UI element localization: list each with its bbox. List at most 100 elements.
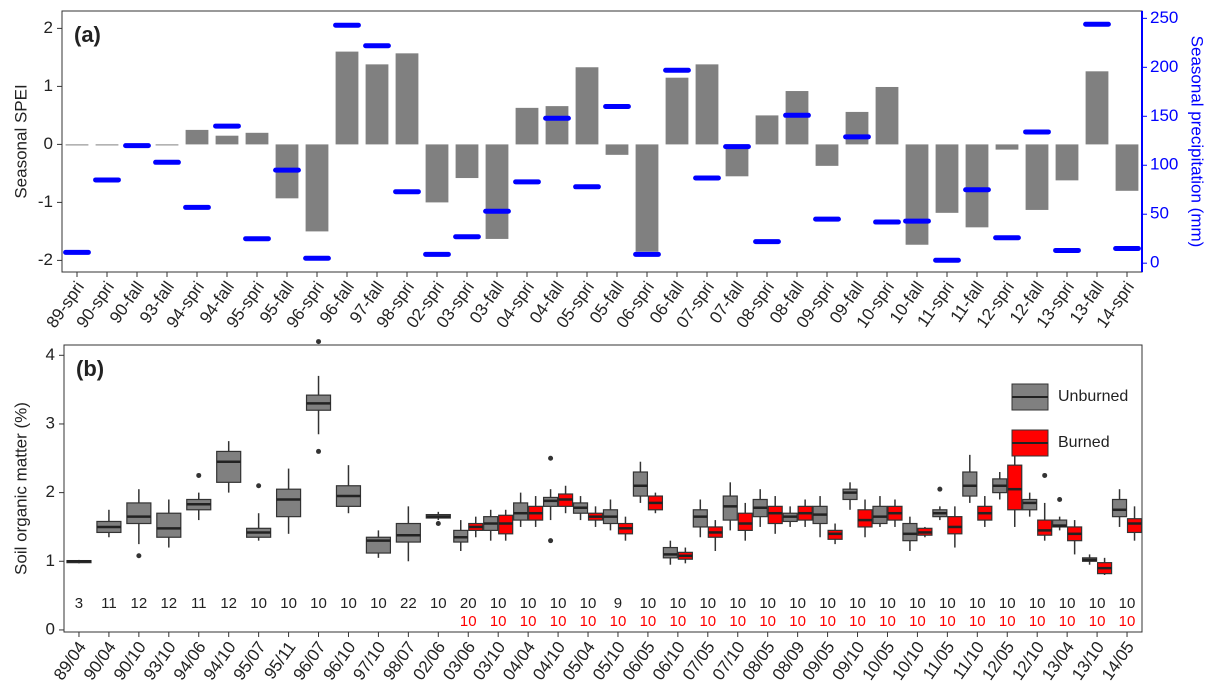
sample-count: 10 bbox=[909, 595, 926, 612]
y-tick-label: -2 bbox=[38, 250, 53, 269]
x-tick-label: 02/06 bbox=[409, 638, 449, 684]
x-tick-label: 07/05 bbox=[679, 638, 719, 684]
sample-count: 10 bbox=[310, 595, 327, 612]
x-tick-label: 14/05 bbox=[1098, 638, 1138, 684]
sample-count: 10 bbox=[550, 595, 567, 612]
y2-axis-label: Seasonal precipitation (mm) bbox=[1188, 36, 1207, 248]
bar bbox=[1025, 144, 1049, 210]
sample-count: 10 bbox=[1119, 613, 1136, 630]
y-axis-label: Soil organic matter (%) bbox=[11, 402, 30, 575]
x-tick-label: 09/10 bbox=[829, 638, 869, 684]
y2-tick-label: 200 bbox=[1150, 57, 1178, 76]
bar bbox=[965, 144, 989, 228]
box bbox=[737, 512, 753, 531]
sample-count: 10 bbox=[879, 595, 896, 612]
sample-count: 10 bbox=[879, 613, 896, 630]
sample-count: 10 bbox=[759, 595, 776, 612]
box bbox=[1022, 498, 1038, 511]
outlier bbox=[548, 538, 554, 544]
sample-count: 10 bbox=[1029, 613, 1046, 630]
legend-label: Unburned bbox=[1058, 388, 1128, 405]
x-tick-label: 90/04 bbox=[80, 638, 120, 684]
outlier bbox=[136, 553, 142, 559]
bar bbox=[65, 144, 89, 146]
x-tick-label: 06/10 bbox=[649, 638, 689, 684]
x-tick-label: 94/06 bbox=[170, 638, 210, 684]
sample-count: 10 bbox=[1029, 595, 1046, 612]
y2-tick-label: 250 bbox=[1150, 8, 1178, 27]
y-tick-label: -1 bbox=[38, 192, 53, 211]
outlier bbox=[256, 483, 262, 489]
plot-frame bbox=[63, 344, 1143, 633]
outlier bbox=[316, 339, 322, 345]
sample-count: 12 bbox=[131, 595, 148, 612]
bar bbox=[455, 144, 479, 179]
sample-count: 10 bbox=[670, 613, 687, 630]
sample-count: 10 bbox=[430, 595, 447, 612]
sample-count: 10 bbox=[670, 595, 687, 612]
sample-count: 9 bbox=[614, 595, 622, 612]
bar bbox=[365, 64, 389, 145]
panel-label: (a) bbox=[74, 22, 101, 47]
bar bbox=[1085, 71, 1109, 145]
x-tick-label: 06/05 bbox=[619, 638, 659, 684]
sample-count: 10 bbox=[729, 613, 746, 630]
box bbox=[1037, 519, 1053, 536]
sample-count: 10 bbox=[999, 595, 1016, 612]
box bbox=[1126, 518, 1143, 534]
bar bbox=[425, 144, 449, 203]
sample-count: 10 bbox=[340, 595, 357, 612]
sample-count: 10 bbox=[909, 613, 926, 630]
bar bbox=[755, 115, 779, 145]
y2-tick-label: 50 bbox=[1150, 204, 1169, 223]
sample-count: 10 bbox=[789, 595, 806, 612]
bar bbox=[695, 64, 719, 145]
x-tick-label: 96/07 bbox=[290, 638, 330, 684]
y2-tick-label: 100 bbox=[1150, 155, 1178, 174]
x-tick-label: 95/07 bbox=[230, 638, 270, 684]
bar bbox=[95, 144, 119, 146]
y-tick-label: 0 bbox=[44, 134, 53, 153]
box bbox=[962, 471, 978, 497]
y-tick-label: 1 bbox=[46, 551, 55, 570]
bar bbox=[1115, 144, 1139, 191]
x-tick-label: 05/10 bbox=[589, 638, 629, 684]
sample-count: 10 bbox=[759, 613, 776, 630]
sample-count: 10 bbox=[849, 613, 866, 630]
bar bbox=[485, 144, 509, 239]
box bbox=[947, 516, 963, 535]
box bbox=[513, 502, 529, 521]
bar bbox=[665, 77, 689, 145]
box bbox=[722, 495, 738, 521]
sample-count: 11 bbox=[101, 595, 117, 612]
sample-count: 10 bbox=[610, 613, 627, 630]
sample-count: 10 bbox=[999, 613, 1016, 630]
box bbox=[156, 512, 182, 538]
y-tick-label: 2 bbox=[46, 482, 55, 501]
bar bbox=[605, 144, 629, 155]
x-tick-label: 93/10 bbox=[140, 638, 180, 684]
x-tick-label: 89/04 bbox=[50, 638, 90, 684]
sample-count: 10 bbox=[580, 613, 597, 630]
sample-count: 10 bbox=[640, 595, 657, 612]
sample-count: 10 bbox=[849, 595, 866, 612]
sample-count: 10 bbox=[550, 613, 567, 630]
box bbox=[216, 450, 242, 483]
box bbox=[902, 522, 918, 542]
sample-count: 10 bbox=[699, 613, 716, 630]
box bbox=[662, 546, 678, 559]
sample-count: 10 bbox=[939, 595, 956, 612]
bar bbox=[575, 67, 599, 145]
y-tick-label: 4 bbox=[46, 345, 55, 364]
bar bbox=[935, 144, 959, 213]
box bbox=[857, 509, 873, 528]
x-tick-label: 07/10 bbox=[709, 638, 749, 684]
box bbox=[872, 505, 888, 525]
sample-count: 10 bbox=[250, 595, 267, 612]
sample-count: 10 bbox=[1059, 595, 1076, 612]
box bbox=[842, 488, 858, 501]
box bbox=[767, 505, 783, 525]
x-tick-label: 05/04 bbox=[559, 638, 599, 684]
bar bbox=[845, 111, 869, 145]
x-tick-label: 96/10 bbox=[319, 638, 359, 684]
